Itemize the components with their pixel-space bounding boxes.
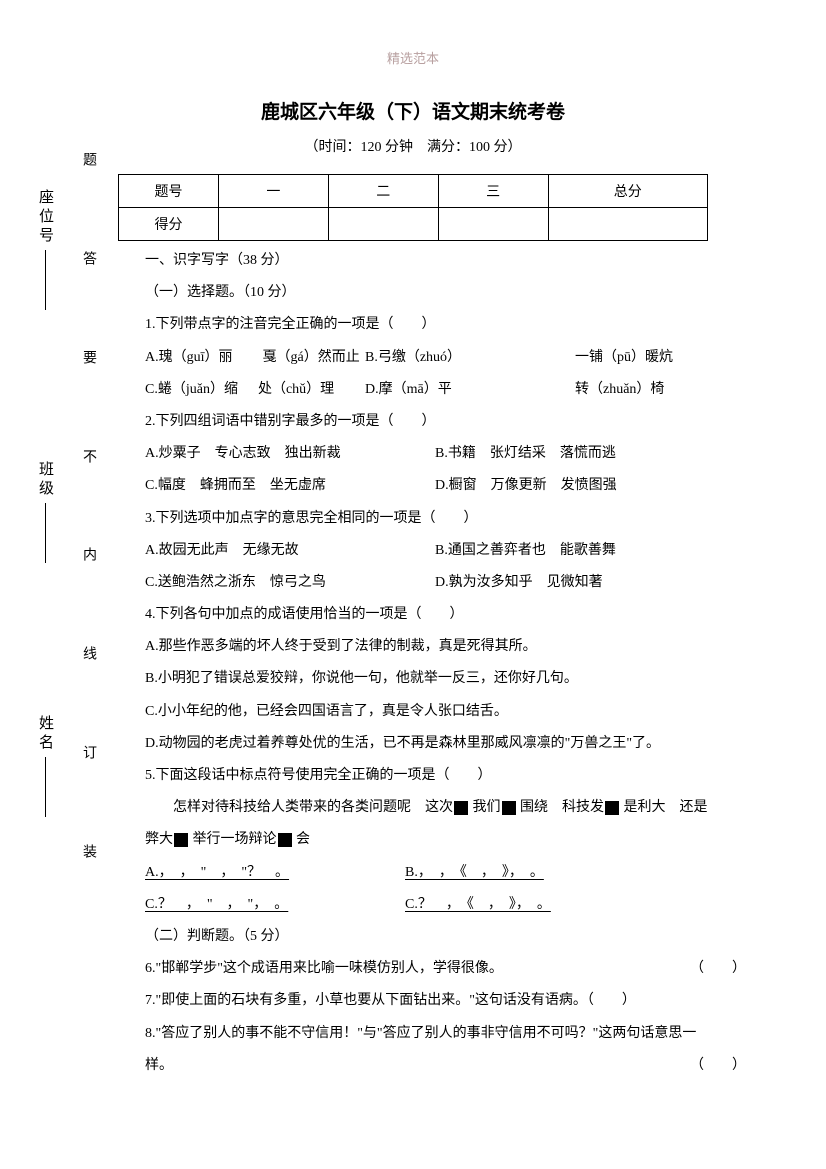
table-cell: 一	[219, 175, 329, 208]
blank-box	[278, 833, 292, 847]
option-row: C.送鲍浩然之浙东 惊弓之鸟 D.孰为汝多知乎 见微知著	[145, 567, 746, 599]
option-row: C.幅度 蜂拥而至 坐无虚席 D.橱窗 万像更新 发愤图强	[145, 470, 746, 502]
table-cell[interactable]	[548, 208, 707, 241]
blank-box	[174, 833, 188, 847]
warning-char: 订	[78, 742, 98, 762]
warning-char: 内	[78, 544, 98, 564]
question-stem: 3.下列选项中加点字的意思完全相同的一项是（ ）	[145, 503, 746, 535]
score-table: 题号 一 二 三 总分 得分	[118, 174, 708, 241]
warning-char: 答	[78, 248, 98, 268]
option: C.幅度 蜂拥而至 坐无虚席	[145, 470, 435, 502]
passage-text: 怎样对待科技给人类带来的各类问题呢 这次 我们 围绕 科技发 是利大 还是	[145, 792, 746, 824]
judge-question: 6."邯郸学步"这个成语用来比喻一味模仿别人，学得很像。 （ ）	[145, 953, 746, 985]
answer-blank[interactable]: （ ）	[690, 953, 746, 985]
option: D.孰为汝多知乎 见微知著	[435, 567, 603, 599]
warning-char: 题	[78, 149, 98, 169]
option: C.送鲍浩然之浙东 惊弓之鸟	[145, 567, 435, 599]
warning-char: 装	[78, 841, 98, 861]
exam-content: 一、识字写字（38 分） （一）选择题。（10 分） 1.下列带点字的注音完全正…	[145, 245, 746, 1082]
table-cell[interactable]	[328, 208, 438, 241]
passage-text: 弊大 举行一场辩论 会	[145, 824, 746, 856]
option-row: A.故园无此声 无缘无故 B.通国之善弈者也 能歌善舞	[145, 535, 746, 567]
option: A.那些作恶多端的坏人终于受到了法律的制裁，真是死得其所。	[145, 631, 746, 663]
subsection-heading: （一）选择题。（10 分）	[145, 277, 746, 309]
question-stem: 5.下面这段话中标点符号使用完全正确的一项是（ ）	[145, 760, 746, 792]
option: B.， ， 《 ， 》， 。	[405, 857, 544, 889]
table-cell: 总分	[548, 175, 707, 208]
option: D.动物园的老虎过着养尊处优的生活，已不再是森林里那威风凛凛的"万兽之王"了。	[145, 728, 746, 760]
judge-question: 7."即使上面的石块有多重，小草也要从下面钻出来。"这句话没有语病。（ ）	[145, 985, 746, 1017]
question-text: 样。	[145, 1050, 173, 1082]
option: C.小小年纪的他，已经会四国语言了，真是令人张口结舌。	[145, 696, 746, 728]
option: D.摩（mā）平	[365, 374, 575, 406]
table-cell[interactable]	[219, 208, 329, 241]
warning-char: 要	[78, 347, 98, 367]
option: 转（zhuǎn）椅	[575, 374, 664, 406]
option: A.瑰（guī）丽戛（gá）然而止	[145, 342, 365, 374]
option: B.小明犯了错误总爱狡辩，你说他一句，他就举一反三，还你好几句。	[145, 663, 746, 695]
option-row: A.， ， " ， "？ 。 B.， ， 《 ， 》， 。	[145, 857, 746, 889]
option-row: C.蜷（juǎn）缩处（chǔ）理 D.摩（mā）平 转（zhuǎn）椅	[145, 374, 746, 406]
option-row: A.瑰（guī）丽戛（gá）然而止 B.弓缴（zhuó） 一铺（pū）暖炕	[145, 342, 746, 374]
warning-char: 线	[78, 643, 98, 663]
option: C.？ ， 《 ， 》， 。	[405, 889, 551, 921]
option: B.书籍 张灯结采 落慌而逃	[435, 438, 616, 470]
seat-label: 座位号	[35, 189, 56, 314]
class-label: 班级	[35, 461, 56, 567]
question-stem: 4.下列各句中加点的成语使用恰当的一项是（ ）	[145, 599, 746, 631]
option-row: C.？ ， " ， "， 。 C.？ ， 《 ， 》， 。	[145, 889, 746, 921]
judge-question: 样。 （ ）	[145, 1050, 746, 1082]
table-cell[interactable]	[438, 208, 548, 241]
blank-box	[605, 801, 619, 815]
table-row: 题号 一 二 三 总分	[119, 175, 708, 208]
option: 一铺（pū）暖炕	[575, 342, 673, 374]
question-stem: 1.下列带点字的注音完全正确的一项是（ ）	[145, 309, 746, 341]
option: A.炒粟子 专心志致 独出新裁	[145, 438, 435, 470]
subsection-heading: （二）判断题。（5 分）	[145, 921, 746, 953]
option: C.？ ， " ， "， 。	[145, 889, 405, 921]
option: D.橱窗 万像更新 发愤图强	[435, 470, 617, 502]
option: B.弓缴（zhuó）	[365, 342, 575, 374]
option: B.通国之善弈者也 能歌善舞	[435, 535, 616, 567]
binding-warning: 题 答 要 不 内 线 订 装	[78, 110, 98, 900]
student-info-labels: 座位号 班级 姓名	[35, 115, 56, 895]
section-heading: 一、识字写字（38 分）	[145, 245, 746, 277]
blank-box	[502, 801, 516, 815]
name-label: 姓名	[35, 715, 56, 821]
blank-box	[454, 801, 468, 815]
question-stem: 2.下列四组词语中错别字最多的一项是（ ）	[145, 406, 746, 438]
question-text: 6."邯郸学步"这个成语用来比喻一味模仿别人，学得很像。	[145, 953, 503, 985]
option: A.故园无此声 无缘无故	[145, 535, 435, 567]
option: A.， ， " ， "？ 。	[145, 857, 405, 889]
header-watermark: 精选范本	[0, 0, 826, 67]
table-cell: 二	[328, 175, 438, 208]
table-cell: 三	[438, 175, 548, 208]
option-row: A.炒粟子 专心志致 独出新裁 B.书籍 张灯结采 落慌而逃	[145, 438, 746, 470]
table-row: 得分	[119, 208, 708, 241]
question-text: 8."答应了别人的事不能不守信用！"与"答应了别人的事非守信用不可吗？"这两句话…	[145, 1018, 746, 1050]
answer-blank[interactable]: （ ）	[690, 1050, 746, 1082]
option: C.蜷（juǎn）缩处（chǔ）理	[145, 374, 365, 406]
warning-char: 不	[78, 446, 98, 466]
